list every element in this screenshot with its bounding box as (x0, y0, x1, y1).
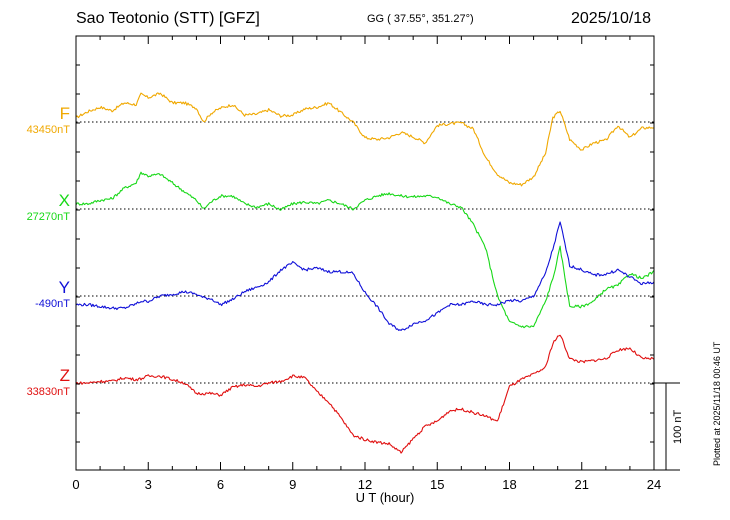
baseline-F: 43450nT (26, 124, 70, 136)
series-line-Z (75, 334, 655, 454)
series-line-F (75, 92, 655, 187)
series-name-Y: Y (58, 278, 70, 297)
x-tick-label: 15 (430, 477, 444, 492)
geographic-coordinates: GG ( 37.55°, 351.27°) (367, 13, 474, 25)
x-tick-label: 6 (217, 477, 224, 492)
x-tick-label: 18 (502, 477, 516, 492)
plotted-timestamp: Plotted at 2025/11/18 00:46 UT (712, 341, 722, 466)
x-tick-label: 12 (358, 477, 372, 492)
x-tick-label: 21 (575, 477, 589, 492)
plot-date: 2025/10/18 (571, 10, 652, 27)
series-line-X (75, 171, 655, 329)
label-Z: Z 33830nT (8, 366, 70, 398)
series-name-X: X (58, 191, 70, 210)
axis-layer: 0 3 6 9 12 15 18 21 24 (72, 35, 680, 492)
label-F: F 43450nT (8, 104, 70, 136)
baseline-Z: 33830nT (26, 386, 70, 398)
station-title: Sao Teotonio (STT) [GFZ] (76, 10, 260, 27)
baseline-X: 27270nT (26, 211, 70, 223)
x-tick-label: 24 (647, 477, 661, 492)
x-axis-label: U T (hour) (355, 490, 415, 505)
series-line-Y (75, 221, 655, 331)
series-name-Z: Z (59, 366, 70, 385)
scale-bar-label: 100 nT (672, 409, 684, 444)
x-tick-label: 3 (145, 477, 152, 492)
label-X: X 27270nT (8, 191, 70, 223)
baseline-Y: -490nT (35, 298, 70, 310)
x-tick-label: 9 (289, 477, 296, 492)
label-Y: Y -490nT (8, 278, 70, 310)
x-tick-label: 0 (72, 477, 79, 492)
series-layer (75, 92, 655, 454)
series-name-F: F (59, 104, 70, 123)
